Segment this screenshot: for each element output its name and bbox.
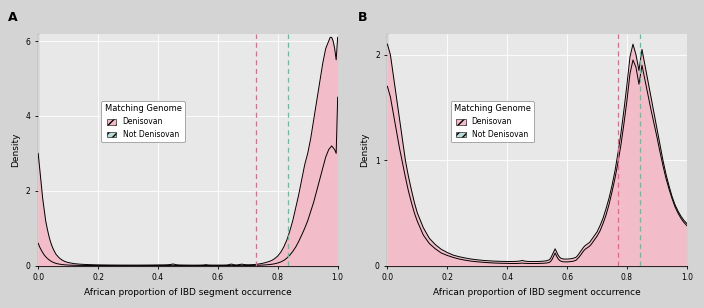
X-axis label: African proportion of IBD segment occurrence: African proportion of IBD segment occurr… [433, 288, 641, 297]
Text: A: A [8, 11, 18, 24]
Text: B: B [358, 11, 367, 24]
Legend: Denisovan, Not Denisovan: Denisovan, Not Denisovan [451, 101, 534, 142]
Y-axis label: Density: Density [360, 132, 370, 167]
Legend: Denisovan, Not Denisovan: Denisovan, Not Denisovan [101, 101, 184, 142]
X-axis label: African proportion of IBD segment occurrence: African proportion of IBD segment occurr… [84, 288, 291, 297]
Y-axis label: Density: Density [11, 132, 20, 167]
